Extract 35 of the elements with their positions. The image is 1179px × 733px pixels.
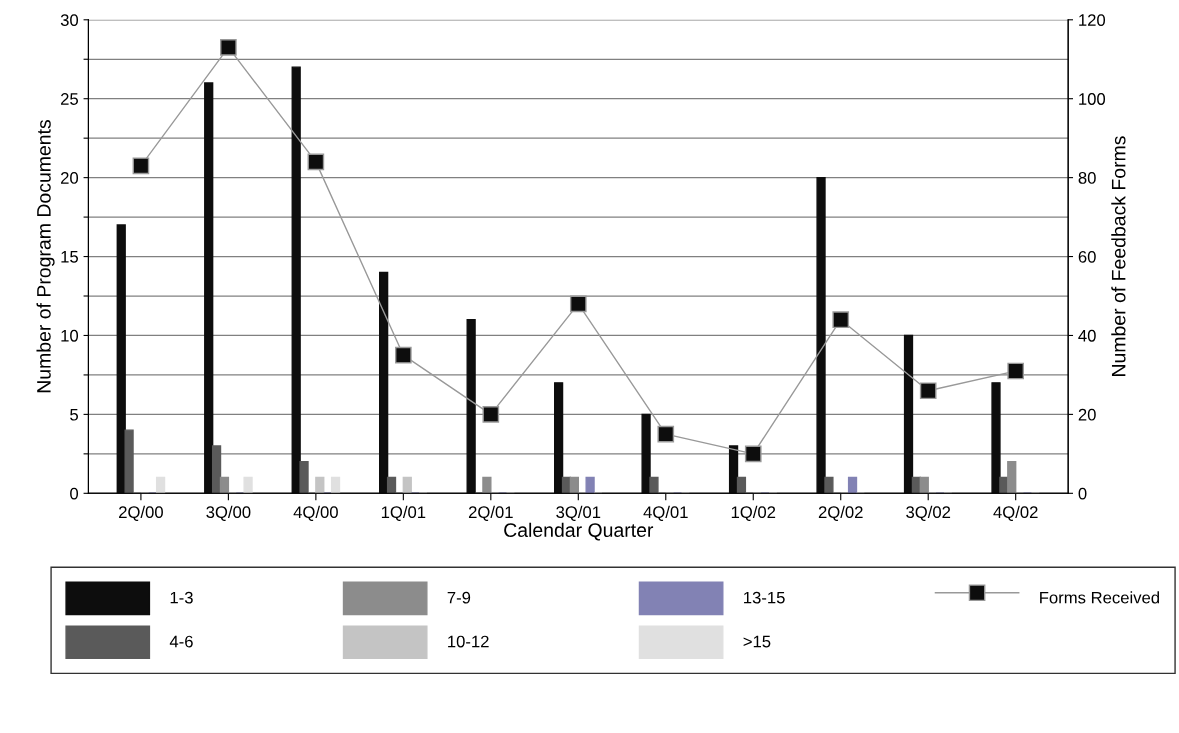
y-tick-label: 25	[61, 93, 79, 105]
y2-tick-label: 20	[1078, 408, 1096, 421]
x-tick-label: 4Q/00	[293, 505, 338, 522]
legend-label: 7-9	[447, 591, 471, 604]
y2-tick-label: 40	[1078, 329, 1096, 342]
y2-tick-label: 60	[1078, 250, 1096, 263]
x-tick-label: 4Q/01	[643, 505, 688, 522]
y2-tick-label: 100	[1079, 93, 1106, 105]
y2-tick-label: 80	[1078, 172, 1096, 184]
y-tick-label: 15	[61, 251, 79, 263]
legend-label: Forms Received	[1040, 591, 1160, 604]
x-tick-label: 1Q/01	[381, 505, 426, 522]
legend-label: 4-6	[169, 635, 193, 648]
legend-label: 10-12	[448, 635, 489, 648]
y-tick-label: 30	[60, 14, 79, 26]
legend-label: >15	[743, 635, 771, 648]
y-tick-label: 0	[70, 487, 79, 500]
x-tick-label: 3Q/02	[906, 505, 951, 522]
x-tick-label: 3Q/01	[556, 505, 601, 522]
y2-axis-title: Number of Feedback Forms	[1111, 136, 1126, 376]
x-tick-label: 2Q/00	[119, 505, 163, 522]
legend-label: 13-15	[744, 591, 785, 604]
y-axis-title: Number of Program Documents	[36, 120, 55, 393]
y-tick-label: 20	[61, 172, 79, 184]
y-tick-label: 5	[70, 408, 78, 421]
x-tick-label: 2Q/02	[818, 505, 863, 522]
legend-label: 1-3	[170, 591, 193, 604]
y2-tick-label: 120	[1079, 14, 1106, 26]
x-axis-title: Calendar Quarter	[504, 522, 654, 541]
y-tick-label: 10	[61, 329, 79, 342]
x-tick-label: 4Q/02	[993, 505, 1038, 522]
y2-tick-label: 0	[1078, 487, 1087, 500]
x-tick-label: 1Q/02	[731, 505, 776, 522]
x-tick-label: 2Q/01	[468, 505, 513, 522]
x-tick-label: 3Q/00	[206, 505, 251, 522]
